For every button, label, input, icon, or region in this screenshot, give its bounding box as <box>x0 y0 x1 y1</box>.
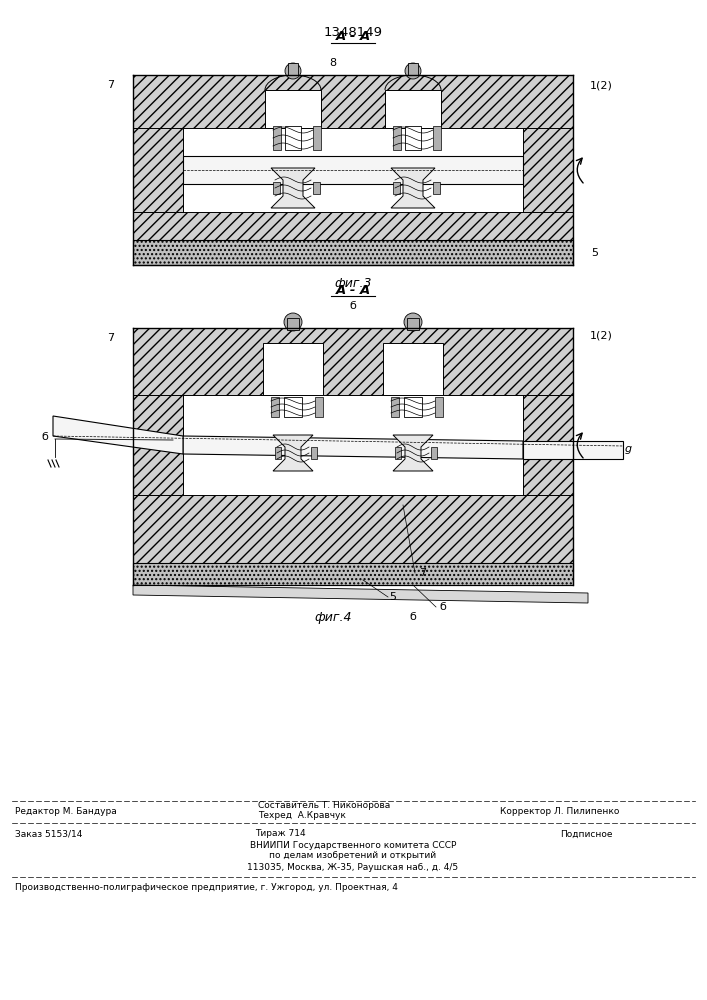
Bar <box>313 182 320 194</box>
Text: g: g <box>624 444 631 454</box>
Polygon shape <box>133 75 573 128</box>
Bar <box>287 318 299 330</box>
Text: Составитель Т. Никонорова: Составитель Т. Никонорова <box>258 800 390 810</box>
Circle shape <box>284 313 302 331</box>
Bar <box>311 447 317 459</box>
Text: Подписное: Подписное <box>560 830 612 838</box>
Text: б: б <box>440 602 446 612</box>
Text: 113035, Москва, Ж-35, Раушская наб., д. 4/5: 113035, Москва, Ж-35, Раушская наб., д. … <box>247 862 459 871</box>
Text: 1348149: 1348149 <box>324 25 382 38</box>
Text: б: б <box>42 432 49 442</box>
Bar <box>265 90 321 128</box>
Text: 7: 7 <box>107 333 115 343</box>
Bar <box>433 126 441 150</box>
Bar <box>407 318 419 330</box>
Bar <box>391 397 399 417</box>
Text: б: б <box>349 301 356 311</box>
Bar <box>315 397 323 417</box>
Bar <box>393 182 400 194</box>
Bar <box>408 63 418 75</box>
Text: по делам изобретений и открытий: по делам изобретений и открытий <box>269 852 436 860</box>
Text: 1(2): 1(2) <box>590 80 612 90</box>
Text: Производственно-полиграфическое предприятие, г. Ужгород, ул. Проектная, 4: Производственно-полиграфическое предприя… <box>15 884 398 892</box>
Bar <box>405 126 421 150</box>
Bar <box>263 343 323 395</box>
Polygon shape <box>133 495 573 563</box>
Polygon shape <box>523 441 623 459</box>
Bar <box>431 447 437 459</box>
Circle shape <box>404 313 422 331</box>
Text: Корректор Л. Пилипенко: Корректор Л. Пилипенко <box>500 806 619 816</box>
Text: А - А: А - А <box>335 284 370 296</box>
Polygon shape <box>133 328 573 395</box>
Polygon shape <box>53 416 183 454</box>
Text: 1(2): 1(2) <box>590 331 612 341</box>
Bar <box>285 126 301 150</box>
Bar <box>404 397 422 417</box>
Text: Техред  А.Кравчук: Техред А.Кравчук <box>258 812 346 820</box>
Polygon shape <box>273 435 313 471</box>
Text: б: б <box>409 612 416 622</box>
Bar <box>133 563 573 585</box>
Text: Заказ 5153/14: Заказ 5153/14 <box>15 830 83 838</box>
Bar <box>385 90 441 128</box>
Text: А - А: А - А <box>335 30 370 43</box>
Bar <box>435 397 443 417</box>
Polygon shape <box>523 128 573 212</box>
Text: фиг.4: фиг.4 <box>314 610 352 624</box>
Polygon shape <box>133 128 183 212</box>
Polygon shape <box>523 395 573 495</box>
Text: ВНИИПИ Государственного комитета СССР: ВНИИПИ Государственного комитета СССР <box>250 840 456 850</box>
Bar <box>383 343 443 395</box>
Polygon shape <box>133 395 183 495</box>
Bar <box>288 63 298 75</box>
Polygon shape <box>133 585 588 603</box>
Polygon shape <box>391 168 435 208</box>
Text: 5: 5 <box>592 248 599 258</box>
Bar <box>273 126 281 150</box>
Bar <box>393 126 401 150</box>
Polygon shape <box>271 168 315 208</box>
Bar <box>133 240 573 265</box>
Polygon shape <box>393 435 433 471</box>
Text: 5: 5 <box>390 592 397 602</box>
Bar <box>313 126 321 150</box>
Bar <box>183 156 523 184</box>
Circle shape <box>405 63 421 79</box>
Text: 7: 7 <box>419 568 426 578</box>
Bar <box>284 397 302 417</box>
Bar <box>395 447 401 459</box>
Circle shape <box>285 63 301 79</box>
Text: 8: 8 <box>329 58 337 68</box>
Text: 7: 7 <box>107 80 115 90</box>
Text: Тираж 714: Тираж 714 <box>255 830 305 838</box>
Polygon shape <box>183 436 523 459</box>
Text: Редактор М. Бандура: Редактор М. Бандура <box>15 806 117 816</box>
Text: фиг.3: фиг.3 <box>334 276 372 290</box>
Bar <box>273 182 280 194</box>
Bar <box>271 397 279 417</box>
Bar <box>433 182 440 194</box>
Polygon shape <box>133 212 573 240</box>
Bar <box>275 447 281 459</box>
